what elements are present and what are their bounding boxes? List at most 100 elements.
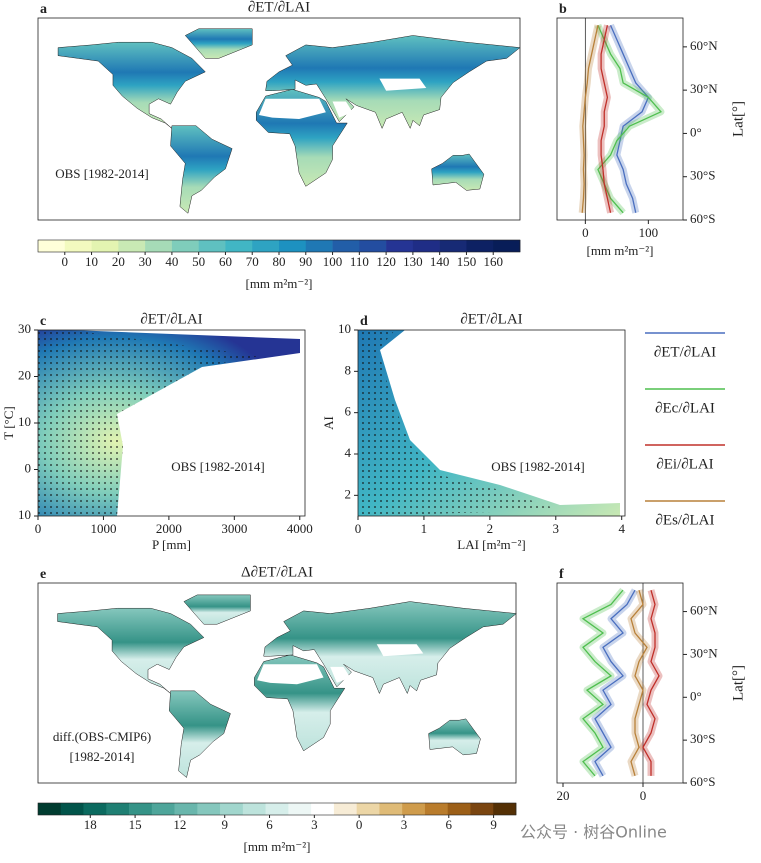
significance-dots <box>38 330 260 516</box>
colorbar-tick-label: 110 <box>350 254 369 269</box>
colorbar-swatch <box>242 803 266 815</box>
colorbar-swatch <box>265 803 289 815</box>
profile-line <box>642 589 660 776</box>
colorbar-swatch <box>470 803 494 815</box>
y-tick-label: 20 <box>18 367 31 382</box>
panel-label: e <box>40 567 46 582</box>
x-tick-label: 0 <box>640 788 647 803</box>
significance-dots <box>358 330 560 516</box>
y-tick-label: 2 <box>345 486 352 501</box>
colorbar-label: [mm m²m⁻²] <box>245 276 312 291</box>
y-axis-label: Lat[°] <box>730 665 746 701</box>
y-tick-label: 6 <box>345 404 352 419</box>
panel-label: a <box>40 2 47 17</box>
colorbar-swatch <box>305 240 333 252</box>
panel-label: c <box>40 314 46 329</box>
legend-label: ∂ET/∂LAI <box>654 344 716 360</box>
colorbar-swatch <box>225 240 253 252</box>
colorbar-swatch <box>38 240 66 252</box>
colorbar-swatch <box>379 803 403 815</box>
profile-line <box>609 24 650 213</box>
x-tick-label: 2 <box>487 521 494 536</box>
panel-title: Δ∂ET/∂LAI <box>241 564 313 580</box>
legend-label: ∂Ec/∂LAI <box>655 400 715 416</box>
y-tick-label: 4 <box>345 445 352 460</box>
colorbar-swatch <box>129 803 153 815</box>
colorbar-tick-label: 60 <box>219 254 232 269</box>
colorbar-swatch <box>311 803 335 815</box>
colorbar-swatch <box>91 240 119 252</box>
colorbar-swatch <box>118 240 146 252</box>
y-axis-label: T [°C] <box>1 406 16 439</box>
colorbar-swatch <box>151 803 175 815</box>
colorbar-swatch <box>332 240 360 252</box>
colorbar-swatch <box>386 240 414 252</box>
colorbar-tick-label: 50 <box>192 254 205 269</box>
y-tick-label: 10 <box>18 414 31 429</box>
colorbar-swatch <box>402 803 426 815</box>
colorbar-tick-label: 90 <box>299 254 312 269</box>
panel-title: ∂ET/∂LAI <box>248 0 310 15</box>
x-tick-label: 0 <box>35 521 42 536</box>
colorbar-swatch <box>288 803 312 815</box>
y-tick-label: 60°N <box>690 38 718 53</box>
x-tick-label: 1000 <box>90 521 116 536</box>
colorbar-tick-label: 18 <box>84 817 97 832</box>
colorbar-swatch <box>83 803 107 815</box>
colorbar-tick-label: 3 <box>311 817 318 832</box>
heatmap-c <box>38 330 300 516</box>
colorbar-tick-label: 140 <box>430 254 450 269</box>
profile-line <box>581 589 624 777</box>
panel-title: ∂ET/∂LAI <box>460 311 522 327</box>
x-axis-label: LAI [m²m⁻²] <box>457 537 525 552</box>
colorbar-tick-label: 20 <box>112 254 125 269</box>
panel-label: f <box>559 567 564 582</box>
annotation: OBS [1982-2014] <box>171 459 265 474</box>
panel-title: ∂ET/∂LAI <box>140 311 202 327</box>
profile-line <box>630 589 648 777</box>
colorbar-swatch <box>279 240 307 252</box>
y-tick-label: 8 <box>345 362 352 377</box>
colorbar-swatch <box>60 803 84 815</box>
colorbar-tick-label: 0 <box>62 254 69 269</box>
colorbar-swatch <box>64 240 92 252</box>
x-tick-label: 1 <box>421 521 428 536</box>
profile-line <box>597 24 663 214</box>
y-tick-label: 0° <box>690 124 702 139</box>
colorbar-swatch <box>38 803 62 815</box>
map-a <box>57 28 521 214</box>
x-tick-label: 20 <box>557 788 570 803</box>
colorbar-tick-label: 150 <box>457 254 477 269</box>
annotation: [1982-2014] <box>70 749 135 764</box>
colorbar-swatch <box>424 803 449 815</box>
colorbar-swatch <box>220 803 244 815</box>
colorbar-tick-label: 10 <box>85 254 98 269</box>
colorbar-tick-label: 9 <box>490 817 497 832</box>
axes-frame <box>37 582 517 784</box>
colorbar-swatch <box>466 240 494 252</box>
y-axis-label: Lat[°] <box>730 101 746 137</box>
colorbar-swatch <box>174 803 198 815</box>
colorbar-tick-label: 30 <box>139 254 152 269</box>
y-tick-label: 0° <box>690 688 702 703</box>
annotation: OBS [1982-2014] <box>491 459 585 474</box>
legend-label: ∂Ei/∂LAI <box>656 456 713 472</box>
colorbar-tick-label: 0 <box>356 817 363 832</box>
x-tick-label: 4 <box>618 521 625 536</box>
colorbar-frame <box>37 802 517 816</box>
colorbar-tick-label: 160 <box>483 254 503 269</box>
y-tick-label: 0 <box>25 460 32 475</box>
colorbar-swatch <box>356 803 380 815</box>
legend-label: ∂Es/∂LAI <box>656 512 715 528</box>
colorbar-swatch <box>359 240 387 252</box>
colorbar-swatch <box>197 803 221 815</box>
colorbar-tick-label: 70 <box>246 254 259 269</box>
colorbar-tick-label: 40 <box>165 254 178 269</box>
colorbar-label: [mm m²m⁻²] <box>243 839 310 854</box>
colorbar-swatch <box>171 240 199 252</box>
colorbar-swatch <box>198 240 226 252</box>
colorbar-tick-label: 9 <box>221 817 228 832</box>
x-tick-label: 3000 <box>221 521 247 536</box>
y-tick-label: 30°N <box>690 81 718 96</box>
y-axis-label: AI <box>321 416 336 430</box>
